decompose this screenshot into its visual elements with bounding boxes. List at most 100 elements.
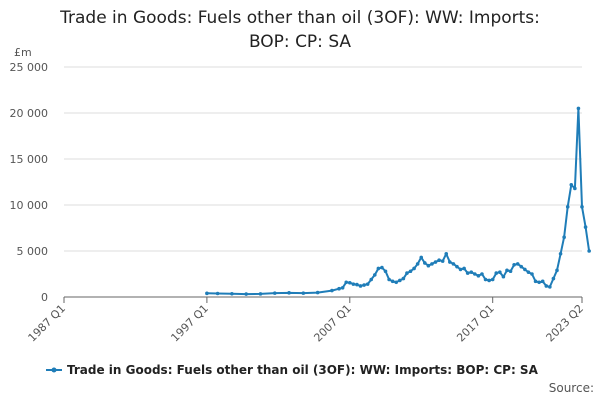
data-point xyxy=(565,205,570,209)
data-point xyxy=(476,274,481,278)
x-tick-label: 1987 Q1 xyxy=(26,302,69,345)
data-point xyxy=(530,272,534,276)
y-tick-label: 15 000 xyxy=(10,153,49,166)
data-point xyxy=(426,263,431,268)
data-point xyxy=(440,259,445,263)
data-point xyxy=(244,292,248,296)
data-point xyxy=(473,272,477,276)
data-point xyxy=(515,262,520,266)
data-point xyxy=(330,288,334,293)
y-unit-label: £m xyxy=(14,46,32,59)
data-point xyxy=(287,291,291,295)
data-point xyxy=(358,284,363,288)
data-point xyxy=(544,284,549,288)
data-point xyxy=(387,277,391,282)
data-point xyxy=(462,266,466,271)
chart-title: Trade in Goods: Fuels other than oil (3O… xyxy=(0,6,600,54)
data-point xyxy=(508,269,513,274)
y-tick-label: 25 000 xyxy=(10,61,49,74)
data-point xyxy=(337,286,341,291)
data-point xyxy=(523,267,527,272)
data-point xyxy=(355,282,359,287)
data-point xyxy=(458,267,463,272)
source-label: Source: xyxy=(548,381,594,395)
data-point xyxy=(412,266,416,271)
data-point xyxy=(373,273,377,277)
data-point xyxy=(444,251,449,256)
data-point xyxy=(555,268,559,273)
data-point xyxy=(401,276,406,281)
data-point xyxy=(380,265,384,270)
data-point xyxy=(437,258,441,263)
series-line xyxy=(206,107,591,296)
data-point xyxy=(487,278,491,283)
data-point xyxy=(494,271,499,275)
data-point xyxy=(483,277,488,282)
data-point xyxy=(347,280,352,285)
data-point xyxy=(533,279,538,284)
data-point xyxy=(394,280,399,285)
data-point xyxy=(505,268,509,273)
data-point xyxy=(230,291,234,296)
data-point xyxy=(419,255,424,260)
data-point xyxy=(383,269,388,274)
x-tick-label: 2007 Q1 xyxy=(311,302,354,345)
data-point xyxy=(315,290,320,295)
data-point xyxy=(469,270,474,274)
data-point xyxy=(587,249,591,253)
data-point xyxy=(512,263,516,267)
chart-title-line-1: Trade in Goods: Fuels other than oil (3O… xyxy=(60,8,540,28)
data-point xyxy=(405,271,409,275)
data-point xyxy=(519,264,524,269)
data-point xyxy=(580,205,584,209)
legend-label: Trade in Goods: Fuels other than oil (3O… xyxy=(67,363,539,377)
data-point xyxy=(498,270,502,274)
data-point xyxy=(205,291,209,296)
data-point xyxy=(551,276,556,281)
data-point xyxy=(480,272,484,276)
data-point xyxy=(576,106,581,111)
data-point xyxy=(415,262,420,266)
data-point xyxy=(501,274,506,279)
y-tick-label: 10 000 xyxy=(10,199,49,212)
data-point xyxy=(369,277,374,282)
data-point xyxy=(451,262,456,266)
data-point xyxy=(423,261,427,265)
chart-title-line-2: BOP: CP: SA xyxy=(248,32,352,52)
data-point xyxy=(558,251,563,256)
x-tick-label: 2017 Q1 xyxy=(454,302,497,345)
data-point xyxy=(351,282,356,286)
data-point xyxy=(344,280,349,285)
data-point xyxy=(398,278,402,283)
data-point xyxy=(390,279,395,284)
data-point xyxy=(490,277,495,282)
data-point xyxy=(448,260,452,264)
data-point xyxy=(362,283,366,287)
y-tick-label: 20 000 xyxy=(10,107,49,120)
data-point xyxy=(258,292,263,296)
y-tick-label: 0 xyxy=(41,291,48,304)
data-point xyxy=(569,182,574,187)
data-point xyxy=(548,285,552,289)
x-tick-label: 2023 Q2 xyxy=(544,302,587,345)
data-point xyxy=(215,291,220,296)
data-point xyxy=(465,271,470,275)
data-point xyxy=(540,279,545,284)
y-tick-label: 5 000 xyxy=(17,245,49,258)
data-point xyxy=(562,235,566,239)
x-tick-label: 1997 Q1 xyxy=(168,302,211,345)
data-point xyxy=(301,291,306,295)
data-point xyxy=(430,262,434,266)
data-point xyxy=(340,286,345,290)
data-point xyxy=(408,269,413,274)
data-point xyxy=(455,264,459,269)
data-point xyxy=(583,225,588,229)
data-point xyxy=(433,260,438,264)
data-point xyxy=(537,280,541,285)
data-point xyxy=(573,186,577,191)
legend-swatch-marker xyxy=(51,367,57,373)
data-point xyxy=(526,270,531,274)
data-point xyxy=(272,291,277,295)
